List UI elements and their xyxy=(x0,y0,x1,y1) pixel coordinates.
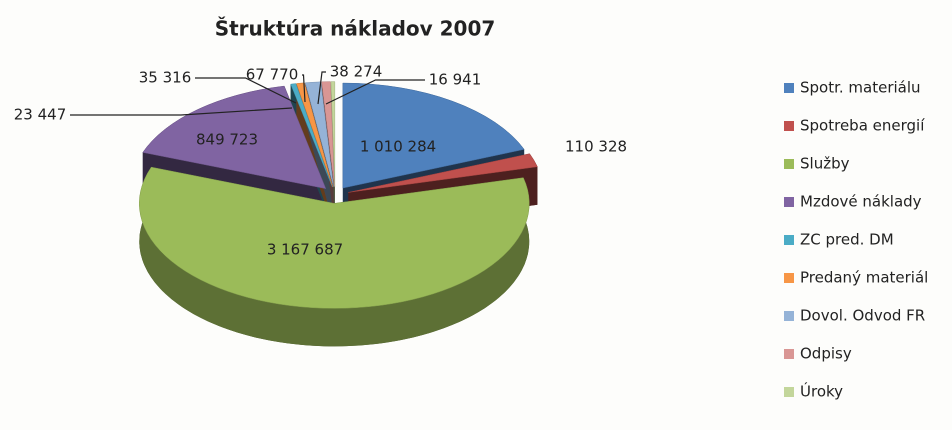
legend-label: Úroky xyxy=(800,382,843,401)
slice xyxy=(342,82,525,189)
legend-swatch xyxy=(784,197,794,207)
chart-title: Štruktúra nákladov 2007 xyxy=(215,17,496,41)
data-label: 35 316 xyxy=(139,69,192,87)
legend-swatch xyxy=(784,121,794,131)
legend: Spotr. materiálu Spotreba energií Služby Mz… xyxy=(784,79,928,401)
legend-label: Dovol. Odvod FR xyxy=(800,307,925,325)
legend-label: Spotreba energií xyxy=(800,117,925,135)
slice xyxy=(290,83,333,187)
legend-label: Služby xyxy=(800,155,850,173)
legend-swatch xyxy=(784,159,794,169)
legend-label: ZC pred. DM xyxy=(800,231,894,249)
pie xyxy=(139,81,538,347)
data-label: 110 328 xyxy=(565,138,627,156)
legend-label: Odpisy xyxy=(800,345,852,363)
slice xyxy=(139,166,530,309)
slice xyxy=(321,81,335,187)
leader-line xyxy=(70,107,293,116)
data-label: 16 941 xyxy=(429,71,482,89)
leader-line xyxy=(325,79,425,105)
data-label: 38 274 xyxy=(330,63,383,81)
legend-label: Mzdové náklady xyxy=(800,193,922,211)
legend-label: Predaný materiál xyxy=(800,269,928,287)
data-label: 67 770 xyxy=(246,66,299,84)
data-label: 23 447 xyxy=(14,106,67,124)
legend-swatch xyxy=(784,83,794,93)
legend-swatch xyxy=(784,235,794,245)
slice-side xyxy=(139,167,530,347)
slice xyxy=(330,81,336,187)
data-label: 3 167 687 xyxy=(267,241,343,259)
legend-swatch xyxy=(784,349,794,359)
leader-line xyxy=(302,74,306,103)
slice xyxy=(348,153,538,193)
legend-swatch xyxy=(784,311,794,321)
leader-line xyxy=(317,71,326,105)
legend-swatch xyxy=(784,273,794,283)
legend-swatch xyxy=(784,387,794,397)
legend-label: Spotr. materiálu xyxy=(800,79,921,97)
data-label: 849 723 xyxy=(196,131,258,149)
data-label: 1 010 284 xyxy=(360,138,436,156)
leader-line xyxy=(195,77,297,104)
